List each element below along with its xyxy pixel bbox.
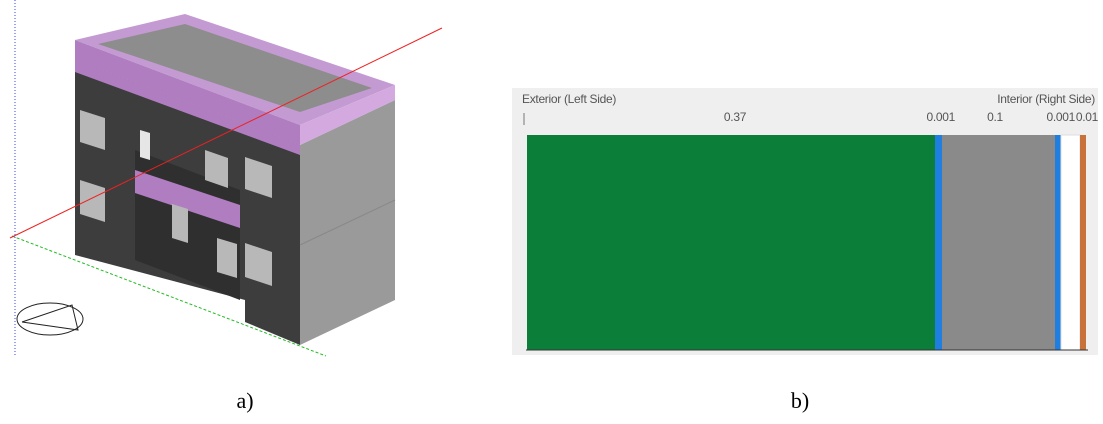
layer	[1061, 135, 1080, 350]
building-view	[10, 0, 442, 356]
compass-needle	[22, 305, 78, 330]
layer-thickness: 0.37	[724, 110, 747, 124]
layer	[942, 135, 1055, 350]
layer	[1080, 135, 1086, 350]
caption: b)	[791, 388, 809, 413]
layer-thickness: 0.1	[987, 110, 1003, 124]
exterior-label: Exterior (Left Side)	[522, 92, 616, 106]
layer-thickness: 0.01	[1076, 110, 1099, 124]
layer	[527, 135, 935, 350]
layer-thickness: 0.001	[1046, 110, 1075, 124]
layer	[1055, 135, 1061, 350]
caption: a)	[236, 388, 253, 413]
interior-label: Interior (Right Side)	[997, 92, 1095, 106]
layer-thickness: 0.001	[926, 110, 955, 124]
figure: a) Exterior (Left Side) Interior (Right …	[0, 0, 1103, 419]
layer	[935, 135, 942, 350]
